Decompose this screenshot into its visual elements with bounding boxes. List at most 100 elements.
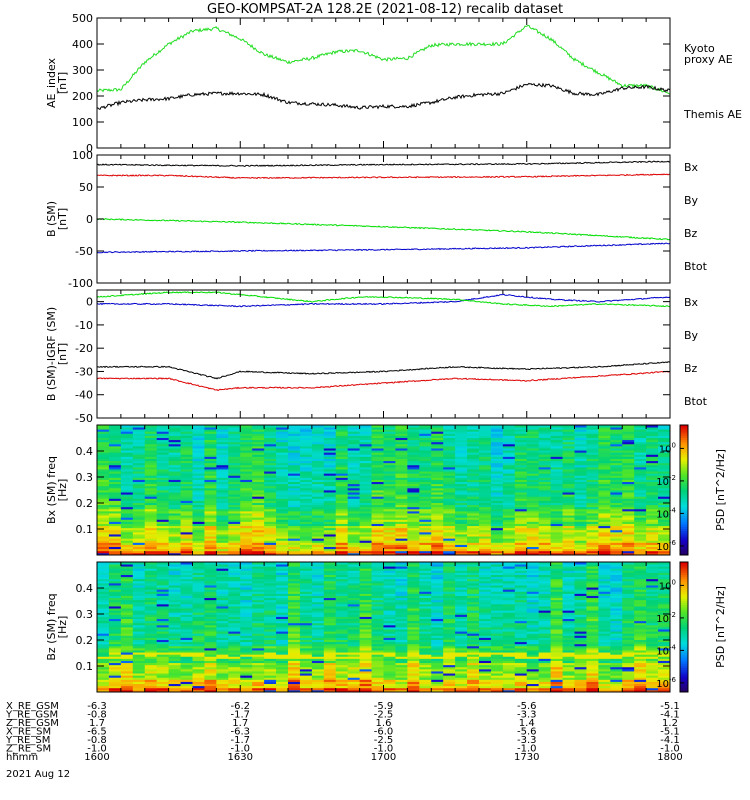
heatmap-cell [252, 673, 265, 676]
heatmap-cell [108, 650, 122, 653]
heatmap-cell [192, 601, 205, 605]
heatmap-cell [311, 635, 325, 638]
heatmap-cell [264, 513, 277, 516]
heatmap-cell [383, 666, 396, 670]
heatmap-cell [622, 435, 635, 438]
heatmap-cell [168, 673, 181, 676]
heatmap-cell [658, 443, 671, 447]
heatmap-cell [180, 564, 193, 567]
heatmap-cell [108, 546, 122, 550]
heatmap-cell [538, 431, 552, 434]
heatmap-cell [108, 681, 122, 685]
heatmap-cell [144, 639, 158, 643]
heatmap-cell [156, 620, 170, 624]
heatmap-cell [132, 466, 146, 470]
heatmap-cell [132, 429, 146, 432]
heatmap-cell [407, 521, 420, 524]
heatmap-cell [431, 464, 444, 468]
colorbar-segment [680, 477, 688, 480]
heatmap-cell [276, 462, 289, 466]
heatmap-cell [144, 643, 158, 647]
heatmap-cell [323, 508, 337, 512]
heatmap-cell [132, 637, 146, 640]
heatmap-cell [550, 521, 563, 524]
heatmap-cell [634, 527, 647, 531]
heatmap-cell [467, 477, 480, 480]
heatmap-cell [168, 452, 181, 455]
heatmap-cell [371, 660, 384, 664]
heatmap-cell [646, 458, 659, 462]
heatmap-cell [216, 595, 229, 599]
heatmap-cell [299, 452, 313, 455]
heatmap-cell [383, 683, 396, 687]
heatmap-cell [156, 475, 170, 478]
heatmap-cell [598, 431, 611, 434]
heatmap-cell [443, 538, 456, 541]
heatmap-cell [192, 441, 205, 445]
heatmap-cell [216, 527, 229, 531]
heatmap-cell [299, 542, 313, 545]
heatmap-cell [240, 606, 253, 609]
heatmap-cell [168, 523, 181, 527]
heatmap-cell [347, 462, 361, 466]
heatmap-cell [252, 645, 265, 649]
heatmap-cell [490, 519, 504, 522]
heatmap-cell [120, 570, 134, 573]
heatmap-cell [144, 599, 158, 603]
heatmap-cell [443, 475, 456, 478]
heatmap-cell [252, 443, 265, 447]
heatmap-cell [574, 475, 587, 478]
heatmap-cell [311, 475, 325, 478]
heatmap-cell [443, 494, 456, 497]
heatmap-cell [144, 603, 158, 607]
heatmap-cell [264, 460, 277, 464]
heatmap-cell [252, 562, 265, 565]
heatmap-cell [514, 510, 528, 514]
heatmap-cell [395, 542, 408, 545]
heatmap-cell [323, 631, 337, 634]
heatmap-cell [288, 500, 301, 503]
heatmap-cell [335, 618, 349, 622]
heatmap-cell [598, 471, 611, 474]
heatmap-cell [299, 650, 313, 653]
heatmap-cell [395, 481, 408, 485]
heatmap-cell [311, 562, 325, 565]
heatmap-cell [120, 546, 134, 550]
heatmap-cell [359, 635, 372, 638]
heatmap-cell [204, 450, 217, 453]
heatmap-cell [586, 431, 599, 434]
heatmap-cell [359, 589, 372, 592]
heatmap-cell [359, 580, 372, 584]
heatmap-cell [658, 466, 671, 470]
heatmap-cell [347, 601, 361, 605]
heatmap-cell [455, 427, 468, 430]
heatmap-cell [526, 473, 540, 476]
heatmap-cell [490, 534, 504, 537]
heatmap-cell [299, 529, 313, 533]
heatmap-cell [311, 425, 325, 428]
heatmap-cell [144, 578, 158, 582]
heatmap-cell [395, 582, 408, 586]
heatmap-cell [550, 448, 563, 451]
heatmap-cell [562, 492, 575, 495]
heatmap-cell [407, 540, 420, 543]
legend-bx: Bx [684, 296, 699, 309]
heatmap-cell [335, 580, 349, 584]
heatmap-cell [252, 572, 265, 575]
colorbar-segment [680, 468, 688, 471]
heatmap-cell [586, 531, 599, 535]
heatmap-cell [502, 454, 516, 457]
heatmap-cell [120, 464, 134, 468]
heatmap-cell [192, 679, 205, 682]
heatmap-cell [144, 687, 158, 691]
heatmap-cell [634, 492, 647, 495]
heatmap-cell [299, 589, 313, 592]
heatmap-cell [514, 548, 528, 552]
heatmap-cell [467, 510, 480, 514]
heatmap-cell [514, 425, 528, 428]
heatmap-cell [97, 536, 110, 539]
heatmap-cell [311, 614, 325, 617]
heatmap-cell [132, 641, 146, 645]
heatmap-cell [132, 608, 146, 611]
heatmap-cell [204, 568, 217, 571]
